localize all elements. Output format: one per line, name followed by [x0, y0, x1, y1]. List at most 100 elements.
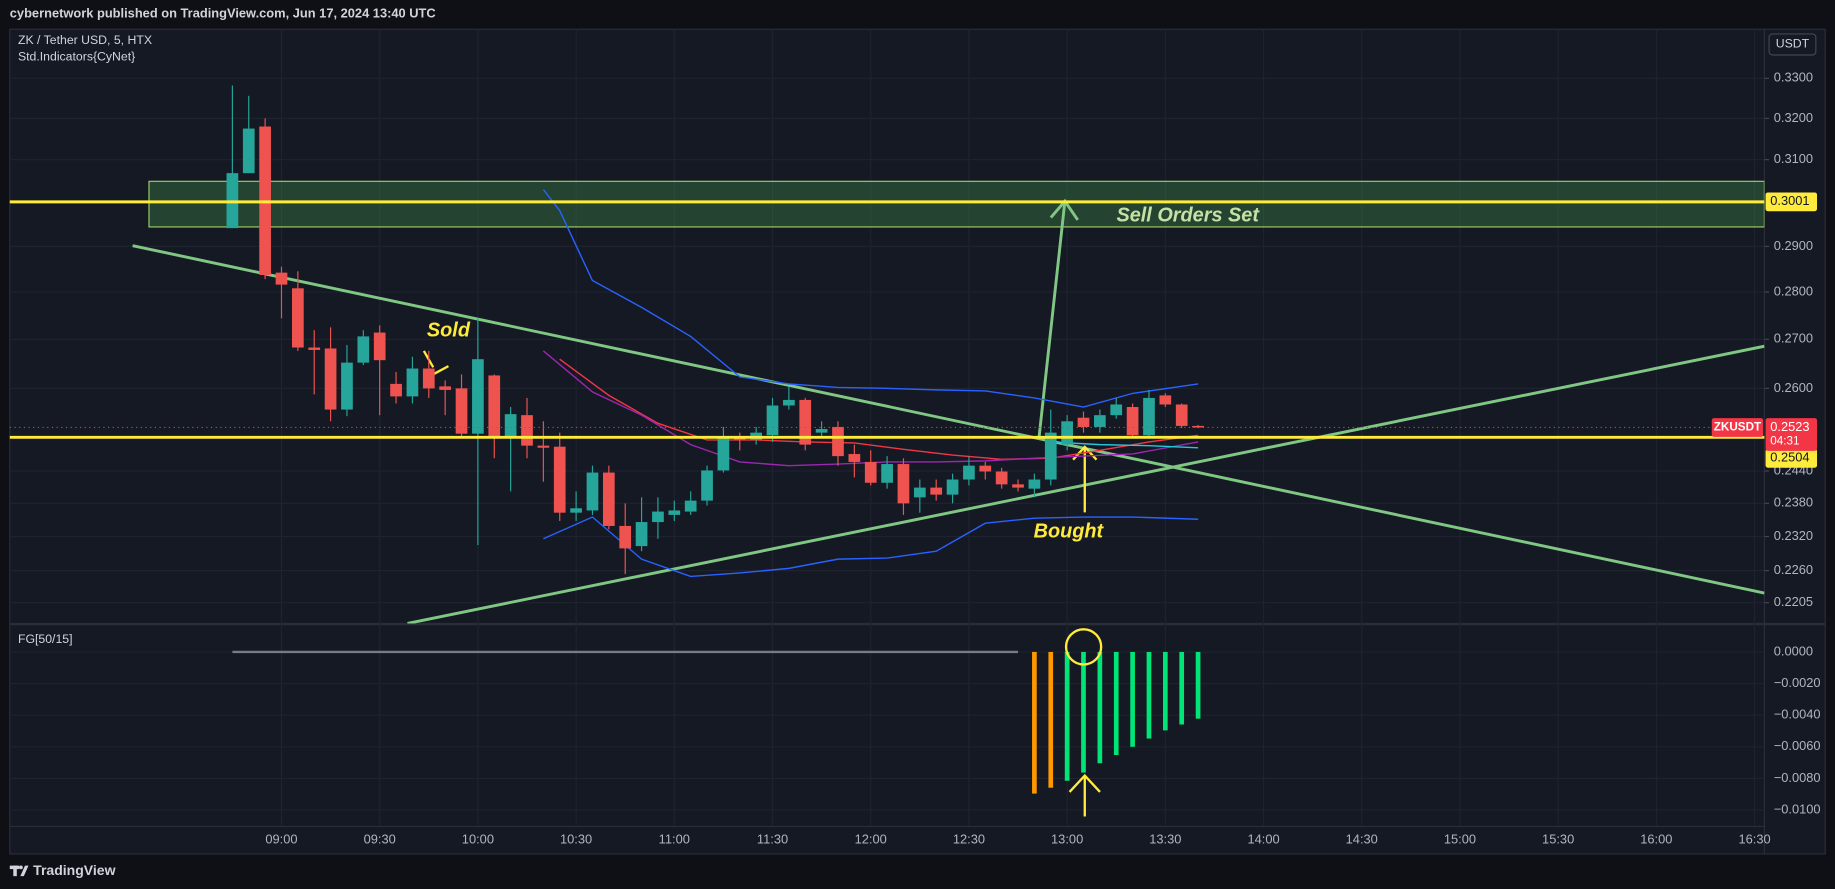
indicator-line	[559, 358, 1199, 461]
x-tick-label: 13:00	[1051, 831, 1083, 846]
candle-body	[1094, 415, 1106, 427]
level-label-box	[1765, 448, 1818, 468]
candle-body	[357, 336, 370, 363]
level-label: 0.2504	[1770, 450, 1809, 465]
candle-body	[652, 511, 664, 523]
candle-body	[439, 386, 452, 390]
candle-body	[815, 429, 828, 433]
logo	[9, 865, 29, 877]
y-tick-label: 0.3100	[1774, 151, 1813, 166]
fg-bar	[1195, 651, 1201, 719]
indicator-line	[542, 189, 1199, 408]
x-tick-label: 15:00	[1444, 831, 1476, 846]
currency-button[interactable]	[1768, 33, 1817, 56]
candle-body	[1077, 417, 1090, 427]
x-tick-label: 10:00	[462, 831, 494, 846]
candle-body	[422, 368, 435, 389]
candle-body	[390, 383, 402, 397]
x-tick-label: 14:00	[1247, 831, 1279, 846]
candle-body	[619, 525, 632, 549]
candle-body	[341, 362, 353, 410]
publish-header: cybernetwork published on TradingView.co…	[10, 5, 436, 20]
fg-tick-label: −0.0060	[1774, 738, 1821, 753]
countdown-label: 04:31	[1770, 435, 1799, 448]
candle-body	[537, 445, 550, 448]
candle-body	[717, 437, 730, 471]
logo-part	[19, 865, 23, 870]
x-tick-label: 12:30	[953, 831, 985, 846]
candle-body	[1110, 404, 1123, 416]
candle-body	[1028, 479, 1041, 489]
fg-bar	[1032, 651, 1037, 794]
fg-bar	[1130, 651, 1135, 747]
candle-body	[979, 465, 992, 472]
fg-bar	[1179, 651, 1185, 725]
candle-body	[472, 359, 484, 434]
y-tick-label: 0.2700	[1774, 331, 1813, 346]
candle-body	[521, 415, 533, 446]
candle-body	[488, 375, 501, 437]
candle-body	[1159, 395, 1172, 405]
candle-body	[504, 414, 517, 437]
candle-body	[324, 348, 337, 410]
indicator-line	[542, 350, 1199, 467]
candle-body	[684, 500, 697, 512]
candle-body	[455, 388, 468, 434]
candle-body	[1126, 407, 1139, 436]
fg-bar	[1064, 651, 1070, 781]
trendline	[132, 244, 1765, 595]
fg-tick-label: −0.0100	[1774, 801, 1821, 816]
x-tick-label: 09:30	[364, 831, 396, 846]
candle-body	[995, 471, 1008, 485]
candle-body	[930, 487, 943, 495]
candle-body	[1012, 484, 1024, 488]
indicator-line	[543, 516, 1199, 578]
candle-body	[242, 128, 255, 174]
currency-label[interactable]: USDT	[1776, 37, 1810, 51]
y-tick-label: 0.3300	[1774, 70, 1813, 85]
y-tick-label: 0.2800	[1774, 283, 1813, 298]
fg-bar	[1097, 651, 1103, 764]
fg-circle	[1064, 628, 1103, 666]
x-tick-label: 16:30	[1738, 831, 1770, 846]
candle-body	[1192, 425, 1204, 428]
fg-bar	[1162, 651, 1168, 731]
x-tick-label: 09:00	[265, 831, 297, 846]
y-tick-label: 0.2380	[1774, 495, 1813, 510]
candle-body	[275, 272, 288, 285]
last-price-label: 0.2523	[1770, 419, 1809, 434]
y-tick-label: 0.2260	[1774, 562, 1813, 577]
x-tick-label: 14:30	[1346, 831, 1378, 846]
candle-body	[1061, 421, 1073, 445]
indicator-name: Std.Indicators{CyNet}	[18, 50, 135, 64]
fg-tick-label: −0.0020	[1774, 675, 1821, 690]
y-tick-label: 0.2600	[1774, 380, 1813, 395]
symbol-label: ZKUSDT	[1714, 421, 1762, 434]
x-tick-label: 13:30	[1149, 831, 1181, 846]
x-tick-label: 15:30	[1542, 831, 1574, 846]
symbol-label-box	[1711, 418, 1764, 437]
candle-body	[553, 446, 566, 513]
candle-body	[766, 405, 779, 436]
fg-bar	[1113, 651, 1119, 756]
candle-body	[1143, 397, 1155, 436]
candle-body	[946, 479, 959, 495]
drawings	[132, 180, 1765, 624]
candle-body	[963, 465, 975, 480]
symbol-title: ZK / Tether USD, 5, HTX	[18, 33, 152, 47]
annotation: Sell Orders Set	[1116, 205, 1260, 227]
sell-zone	[148, 180, 1765, 228]
sold-pointer	[432, 365, 449, 376]
candle-body	[570, 508, 582, 513]
grid	[9, 29, 1765, 826]
y-tick-label: 0.2205	[1774, 594, 1813, 609]
candle-body	[602, 472, 615, 526]
fg-tick-label: 0.0000	[1774, 643, 1813, 658]
candle-body	[406, 368, 419, 397]
series	[226, 85, 1204, 794]
indicator-line	[1050, 441, 1199, 449]
fg-bar	[1048, 651, 1054, 788]
annotation: Sold	[427, 319, 471, 341]
